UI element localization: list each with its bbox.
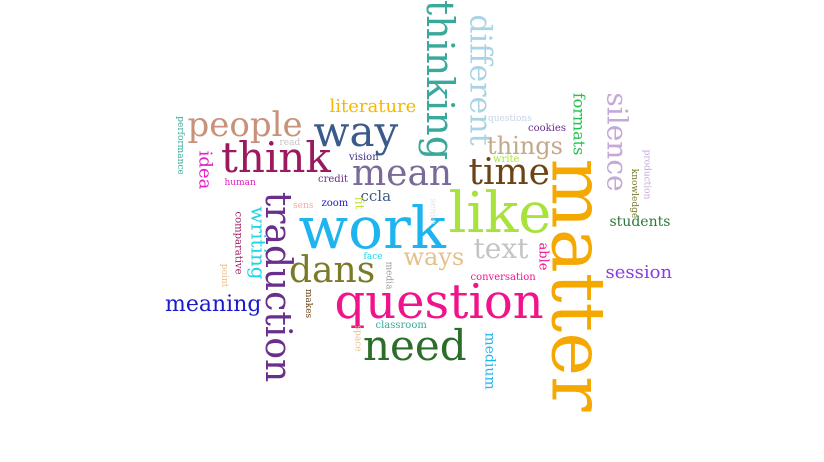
word-idea: idea	[193, 150, 215, 190]
word-students: students	[609, 214, 671, 230]
word-conversation: conversation	[470, 272, 536, 283]
word-way: way	[313, 107, 399, 156]
word-write: write	[493, 154, 520, 165]
word-point: point	[218, 263, 229, 287]
word-ways: ways	[403, 243, 465, 271]
word-formats: formats	[568, 92, 588, 156]
word-fit: fit	[351, 196, 366, 210]
word-media: media	[383, 261, 394, 289]
word-need: need	[363, 321, 467, 370]
word-work: work	[298, 194, 446, 262]
word-classroom: classroom	[375, 320, 427, 331]
word-knowledge: knowledge	[628, 168, 639, 218]
word-different: different	[462, 14, 498, 146]
word-production: production	[641, 149, 652, 199]
word-literature: literature	[329, 96, 417, 117]
word-medium: medium	[481, 332, 498, 390]
word-text: text	[473, 232, 529, 265]
word-things: things	[487, 132, 563, 160]
word-dans: dans	[289, 250, 376, 291]
word-read: read	[279, 137, 301, 148]
word-performance: performance	[174, 115, 185, 175]
word-think: think	[221, 133, 331, 182]
word-sens: sens	[293, 200, 314, 211]
word-vision: vision	[349, 152, 379, 163]
word-zoom: zoom	[321, 198, 349, 209]
word-sense: sense	[427, 198, 438, 224]
word-cookies: cookies	[528, 123, 566, 134]
word-question: question	[334, 274, 544, 330]
word-space: space	[352, 324, 363, 352]
word-mean: mean	[352, 153, 453, 194]
word-like: like	[448, 181, 552, 246]
word-comparative: comparative	[232, 211, 243, 275]
word-people: people	[187, 105, 303, 145]
word-face: face	[363, 251, 383, 262]
word-human: human	[224, 177, 256, 188]
word-ccla: ccla	[360, 186, 392, 205]
word-thinking: thinking	[418, 0, 463, 161]
word-meaning: meaning	[165, 292, 262, 317]
word-able: able	[535, 242, 551, 270]
word-silence: silence	[600, 92, 634, 192]
word-questions: questions	[488, 113, 532, 124]
word-writing: writing	[246, 206, 271, 280]
word-session: session	[605, 262, 673, 283]
word-makes: makes	[302, 288, 313, 318]
word-credit: credit	[318, 174, 348, 185]
word-time: time	[468, 152, 550, 193]
